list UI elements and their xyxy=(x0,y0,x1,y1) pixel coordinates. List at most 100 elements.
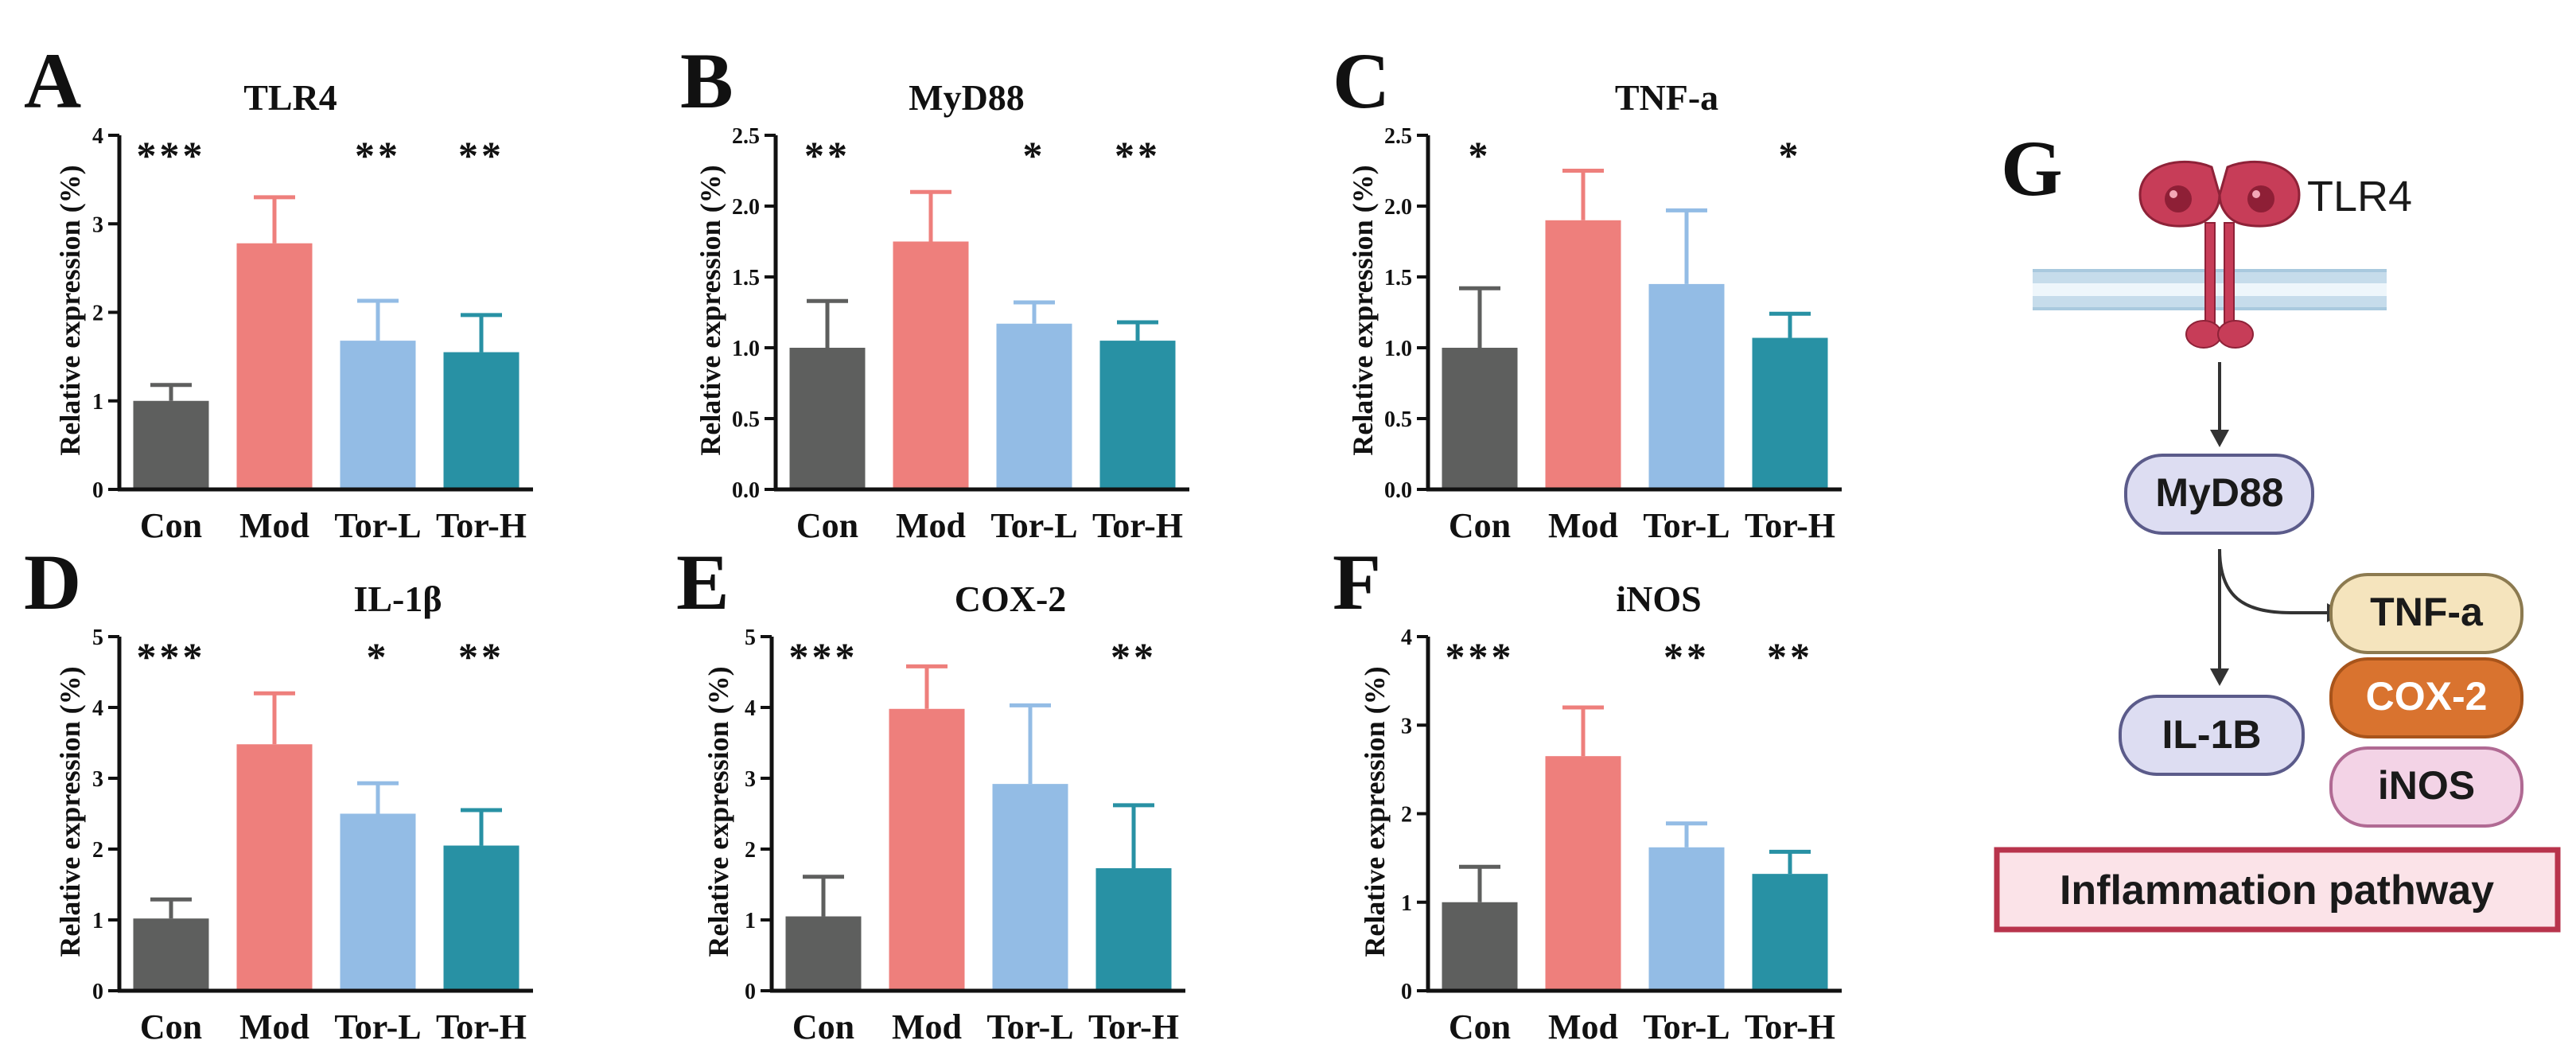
bar-d-tor-l xyxy=(340,813,416,991)
bar-a-tor-h xyxy=(443,352,519,489)
chart-panel-a: A TLR4 Relative expression (%) Con *** Mod… xyxy=(24,37,533,545)
il1b-box xyxy=(2119,695,2305,776)
y-axis-label-e: Relative expression (%) xyxy=(702,666,734,957)
y-tick-label-e-3: 3 xyxy=(745,767,756,792)
bar-e-tor-l xyxy=(992,784,1068,991)
y-axis-label-b: Relative expression (%) xyxy=(695,165,726,455)
bar-d-con xyxy=(133,918,209,991)
arrow-tlr4-to-myd88 xyxy=(2210,362,2229,447)
chart-title-e: COX-2 xyxy=(955,579,1067,619)
receptor-stalk-left xyxy=(2204,222,2216,327)
il1b-node: IL-1B xyxy=(2119,695,2305,776)
receptor-stalk-right xyxy=(2224,222,2235,327)
significance-f-0: *** xyxy=(1446,634,1515,679)
tlr4-label: TLR4 xyxy=(2307,173,2412,220)
tnf-label: TNF-a xyxy=(2370,590,2484,634)
x-tick-label-b-2: Tor-L xyxy=(990,506,1077,545)
x-tick-label-c-3: Tor-H xyxy=(1745,506,1835,545)
x-tick-label-e-0: Con xyxy=(792,1007,854,1046)
y-tick-label-c-4: 2.0 xyxy=(1384,195,1412,220)
y-tick-label-c-5: 2.5 xyxy=(1384,124,1412,149)
chart-panel-c: C TNF-a Relative expression (%) Con * Mod T… xyxy=(1333,37,1842,545)
y-tick-label-d-0: 0 xyxy=(92,980,103,1004)
significance-c-0: * xyxy=(1469,133,1492,177)
bar-b-mod xyxy=(893,241,969,489)
chart-panel-e: E COX-2 Relative expression (%) Con *** Mo… xyxy=(676,538,1185,1046)
x-tick-label-f-2: Tor-L xyxy=(1643,1007,1730,1046)
plot-area-e: Con *** Mod Tor-L Tor-H ** 0 1 2 3 4 5 xyxy=(745,625,1185,1046)
arrow-myd88-to-il1b xyxy=(2210,549,2229,686)
x-tick-label-b-0: Con xyxy=(796,506,858,545)
panel-letter-d: D xyxy=(24,538,81,626)
y-tick-label-e-5: 5 xyxy=(745,625,756,650)
arrow-myd88-to-mediators xyxy=(2218,548,2344,622)
x-tick-label-c-0: Con xyxy=(1449,506,1511,545)
plot-area-f: Con *** Mod Tor-L ** Tor-H ** 0 1 2 3 4 xyxy=(1401,625,1842,1046)
x-tick-label-f-1: Mod xyxy=(1548,1007,1618,1046)
y-axis-label-c: Relative expression (%) xyxy=(1347,165,1379,455)
significance-d-3: ** xyxy=(458,634,504,679)
receptor-ligand-right xyxy=(2247,185,2274,212)
significance-c-3: * xyxy=(1779,133,1802,177)
bar-a-mod xyxy=(236,243,313,489)
receptor-tail-left xyxy=(2185,320,2222,349)
y-tick-label-d-5: 5 xyxy=(92,625,103,650)
y-tick-label-d-4: 4 xyxy=(92,696,103,721)
myd88-label: MyD88 xyxy=(2155,470,2283,515)
y-tick-label-b-4: 2.0 xyxy=(732,195,760,220)
y-tick-label-c-1: 0.5 xyxy=(1384,407,1412,432)
x-tick-label-d-3: Tor-H xyxy=(436,1007,527,1046)
y-axis-label-d: Relative expression (%) xyxy=(54,666,86,957)
panel-letter-f: F xyxy=(1333,538,1381,626)
y-tick-label-c-2: 1.0 xyxy=(1384,337,1412,361)
receptor-tail-right xyxy=(2217,320,2254,349)
inos-node: iNOS xyxy=(2329,746,2523,828)
tnf-node: TNF-a xyxy=(2329,573,2523,654)
panel-letter-c: C xyxy=(1333,37,1390,125)
bar-c-mod xyxy=(1545,220,1621,489)
plot-area-d: Con *** Mod Tor-L * Tor-H ** 0 1 2 3 4 5 xyxy=(92,625,533,1046)
significance-d-0: *** xyxy=(137,634,206,679)
y-tick-label-f-3: 3 xyxy=(1401,714,1412,738)
bar-f-tor-l xyxy=(1648,847,1725,991)
y-tick-label-b-5: 2.5 xyxy=(732,124,760,149)
myd88-box xyxy=(2124,454,2314,535)
bar-f-tor-h xyxy=(1752,874,1828,991)
arrow-curve xyxy=(2218,548,2329,614)
y-tick-label-c-0: 0.0 xyxy=(1384,478,1412,503)
significance-a-2: ** xyxy=(355,133,401,177)
y-tick-label-b-1: 0.5 xyxy=(732,407,760,432)
panel-letter-e: E xyxy=(676,538,730,626)
x-tick-label-a-1: Mod xyxy=(239,506,309,545)
pathway-label: Inflammation pathway xyxy=(2060,867,2494,914)
y-axis-label-a: Relative expression (%) xyxy=(54,165,86,455)
x-tick-label-f-0: Con xyxy=(1449,1007,1511,1046)
bar-b-tor-l xyxy=(996,323,1072,489)
x-tick-label-d-1: Mod xyxy=(239,1007,309,1046)
chart-panel-f: F iNOS Relative expression (%) Con *** Mod… xyxy=(1333,538,1842,1046)
y-tick-label-a-3: 3 xyxy=(92,212,103,237)
chart-title-b: MyD88 xyxy=(909,77,1025,118)
cox2-box xyxy=(2329,657,2523,738)
x-tick-label-e-2: Tor-L xyxy=(986,1007,1073,1046)
y-tick-label-f-0: 0 xyxy=(1401,980,1412,1004)
y-tick-label-a-1: 1 xyxy=(92,390,103,415)
significance-e-0: *** xyxy=(789,634,858,679)
y-axis-label-f: Relative expression (%) xyxy=(1359,666,1391,957)
inos-box xyxy=(2329,746,2523,828)
plot-area-c: Con * Mod Tor-L Tor-H * 0.0 0.5 1.0 1.5 2.0 2.5 xyxy=(1384,124,1842,545)
panel-letter-g: G xyxy=(2001,124,2063,212)
significance-b-2: * xyxy=(1023,133,1046,177)
significance-b-3: ** xyxy=(1115,133,1161,177)
y-tick-label-a-2: 2 xyxy=(92,302,103,326)
x-tick-label-b-3: Tor-H xyxy=(1092,506,1183,545)
bar-f-mod xyxy=(1545,756,1621,991)
y-tick-label-f-2: 2 xyxy=(1401,803,1412,828)
x-tick-label-a-0: Con xyxy=(140,506,202,545)
x-tick-label-a-2: Tor-L xyxy=(334,506,421,545)
chart-title-a: TLR4 xyxy=(243,77,337,118)
inos-label: iNOS xyxy=(2378,763,2475,808)
panel-letter-a: A xyxy=(24,37,81,125)
bar-d-mod xyxy=(236,744,313,991)
